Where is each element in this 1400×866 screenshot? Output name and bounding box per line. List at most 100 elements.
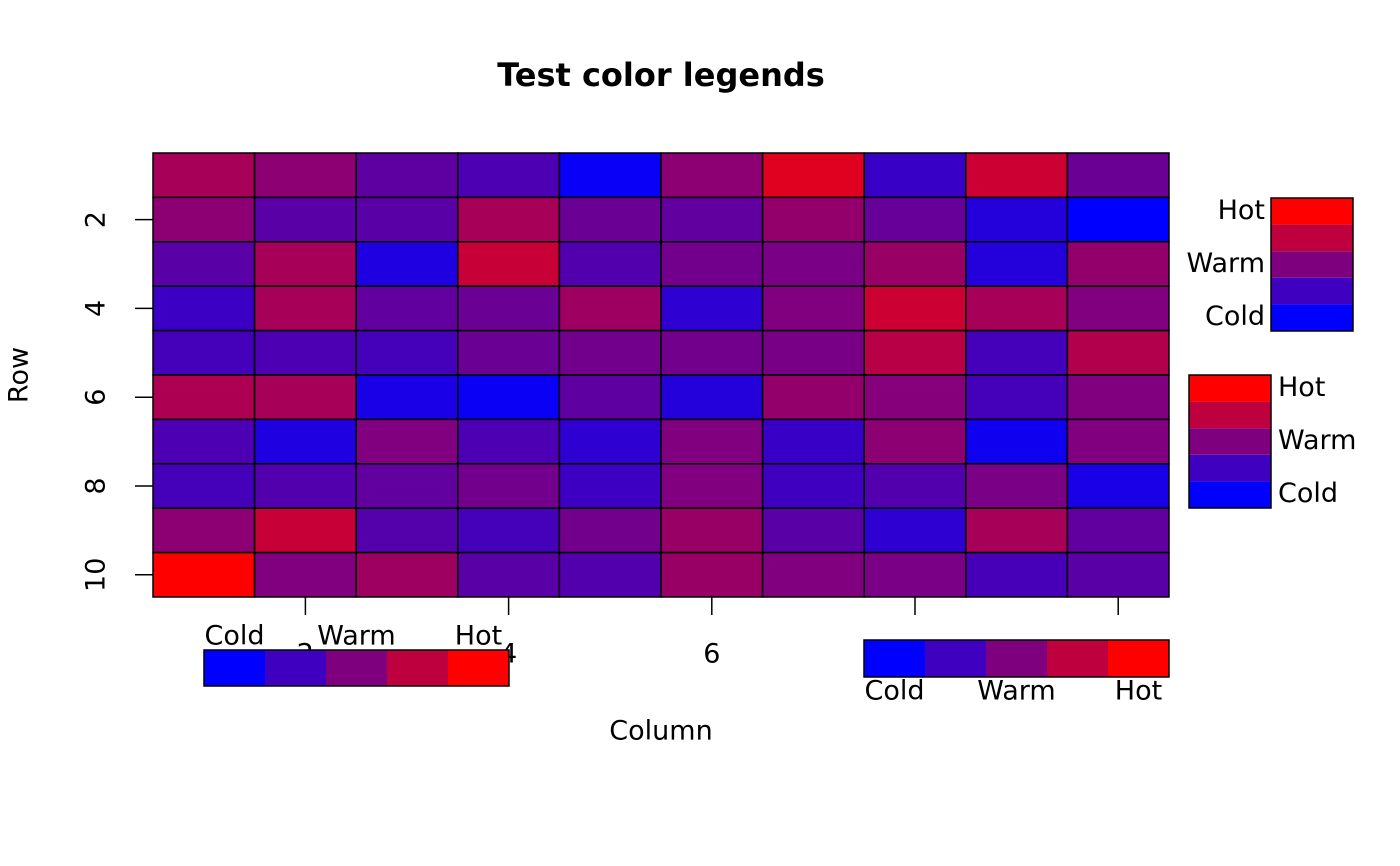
heatmap-cell (660, 329, 764, 376)
legend-swatch (1189, 401, 1271, 429)
heatmap-cell (761, 196, 865, 243)
heatmap-cell (660, 507, 764, 554)
legend-swatch (1271, 251, 1353, 278)
heatmap-cell (253, 152, 357, 199)
heatmap-cell (965, 463, 1069, 509)
legend-swatch (986, 640, 1047, 677)
heatmap-cell (457, 241, 561, 287)
heatmap-cell (660, 152, 764, 199)
legend-label: Warm (1278, 425, 1356, 456)
heatmap-cell (1066, 507, 1170, 554)
heatmap-cell (965, 285, 1069, 332)
heatmap-cell (965, 329, 1069, 376)
heatmap-cell (253, 551, 357, 598)
heatmap-cell (152, 463, 256, 509)
heatmap-cell (152, 507, 256, 554)
legend-swatch (1271, 224, 1353, 252)
heatmap-cell (152, 196, 256, 243)
heatmap-cell (863, 152, 967, 199)
heatmap-cell (965, 374, 1069, 421)
y-tick-label: 2 (81, 211, 112, 228)
legend-swatch (1271, 198, 1353, 225)
legend-label: Hot (1115, 676, 1162, 707)
heatmap-cell (761, 463, 865, 509)
heatmap-cell (863, 463, 967, 509)
legend-swatch (448, 650, 509, 686)
heatmap-cell (863, 551, 967, 598)
heatmap-cell (457, 196, 561, 243)
legend-label: Hot (455, 621, 502, 652)
legend-label: Warm (977, 676, 1055, 707)
heatmap-cell (558, 329, 662, 376)
heatmap-cell (355, 463, 459, 509)
heatmap-cell (761, 152, 865, 199)
heatmap-cell (558, 285, 662, 332)
heatmap-cell (558, 507, 662, 554)
legend-swatch (387, 650, 448, 686)
x-tick-label: 6 (703, 639, 720, 670)
legend-swatch (1271, 304, 1353, 331)
heatmap-cell (355, 152, 459, 199)
heatmap-cell (457, 507, 561, 554)
heatmap-cell (1066, 241, 1170, 287)
legend-label: Cold (864, 676, 924, 707)
heatmap-cell (152, 329, 256, 376)
legend-swatch (1189, 481, 1271, 508)
legend-swatch (1189, 375, 1271, 402)
heatmap-cell (761, 374, 865, 421)
legend-label: Warm (1187, 248, 1265, 279)
heatmap-cell (253, 241, 357, 287)
heatmap-cell (355, 507, 459, 554)
heatmap-cell (761, 507, 865, 554)
heatmap-cell (355, 551, 459, 598)
y-tick-label: 4 (81, 300, 112, 317)
legend-swatch (1108, 640, 1169, 677)
heatmap-cell (761, 329, 865, 376)
heatmap-cell (863, 374, 967, 421)
heatmap-cell (355, 285, 459, 332)
heatmap-cell (152, 418, 256, 465)
heatmap-cell (253, 329, 357, 376)
heatmap-cell (965, 152, 1069, 199)
heatmap-cell (660, 374, 764, 421)
heatmap-cell (355, 329, 459, 376)
heatmap-cell (761, 241, 865, 287)
heatmap-cell (1066, 285, 1170, 332)
heatmap-cell (152, 551, 256, 598)
heatmap-cell (863, 418, 967, 465)
heatmap-cell (1066, 196, 1170, 243)
heatmap-cell (558, 152, 662, 199)
heatmap-cell (965, 196, 1069, 243)
heatmap-cell (558, 241, 662, 287)
heatmap-cell (660, 285, 764, 332)
heatmap-cell (152, 374, 256, 421)
heatmap-cell (965, 507, 1069, 554)
legend-swatch (864, 640, 925, 677)
heatmap-cell (253, 507, 357, 554)
legend-swatch (1189, 454, 1271, 482)
legend-label: Cold (204, 621, 264, 652)
heatmap-cell (457, 285, 561, 332)
heatmap-cell (863, 241, 967, 287)
heatmap-cell (965, 241, 1069, 287)
legend-label: Hot (1218, 195, 1265, 226)
y-tick-label: 10 (81, 558, 112, 592)
heatmap-cell (1066, 418, 1170, 465)
heatmap-cell (253, 285, 357, 332)
heatmap-cell (558, 374, 662, 421)
legend-label: Cold (1205, 301, 1265, 332)
heatmap-cell (761, 551, 865, 598)
legend-frame (1188, 374, 1272, 509)
heatmap-cell (253, 374, 357, 421)
heatmap-cell (761, 418, 865, 465)
heatmap-cell (1066, 374, 1170, 421)
heatmap-cell (965, 551, 1069, 598)
heatmap-cell (457, 418, 561, 465)
legend-swatch (204, 650, 265, 686)
heatmap-cell (863, 507, 967, 554)
legend-swatch (326, 650, 387, 686)
y-tick-label: 6 (81, 389, 112, 406)
heatmap-cell (1066, 463, 1170, 509)
legend-label: Hot (1278, 372, 1325, 403)
